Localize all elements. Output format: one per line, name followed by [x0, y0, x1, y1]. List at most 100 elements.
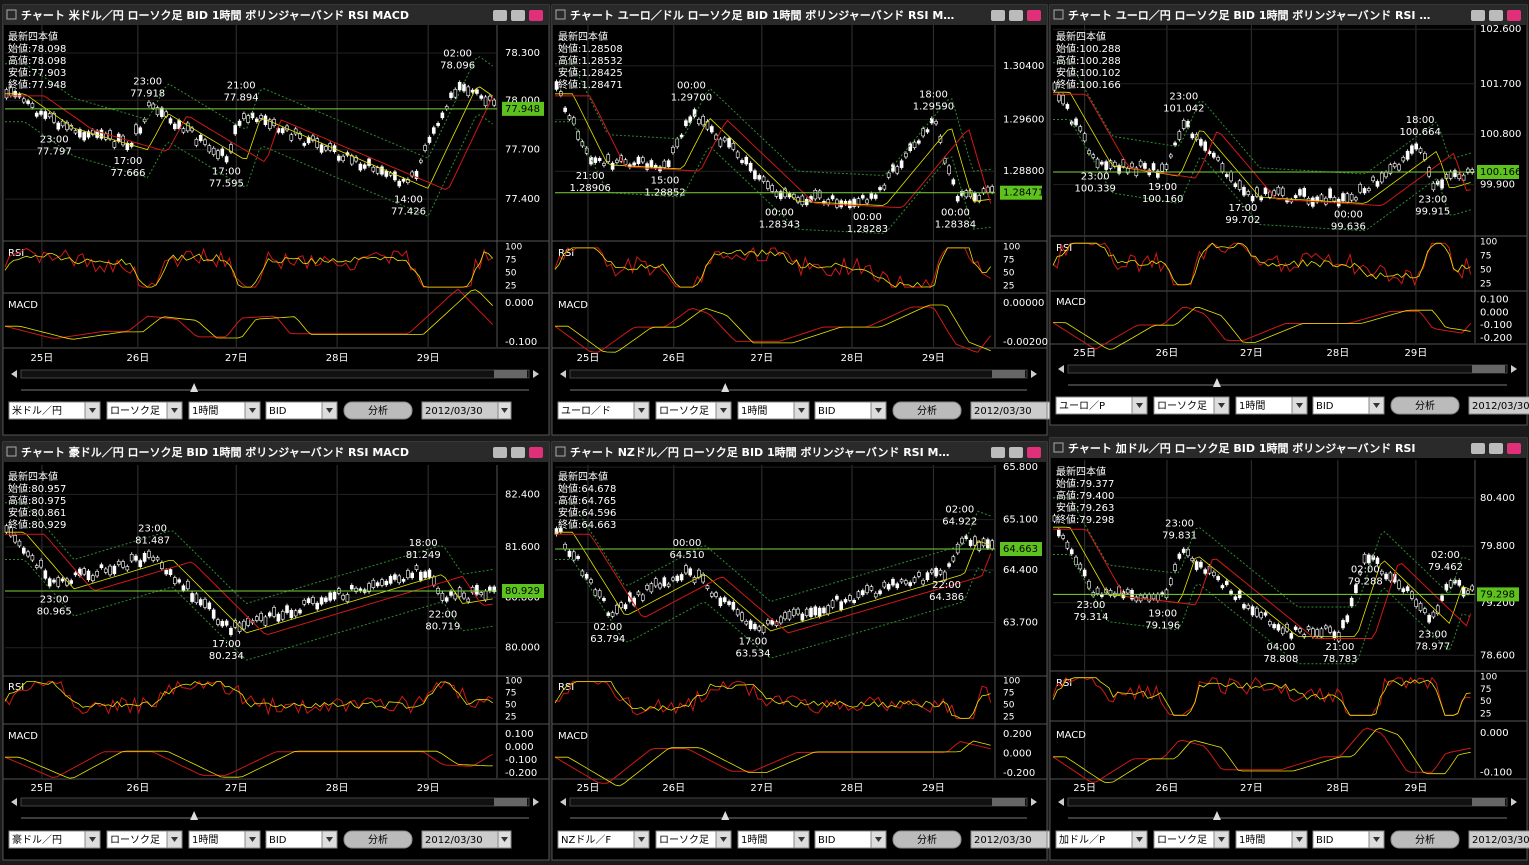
- scroll-thumb[interactable]: [992, 370, 1025, 378]
- candle: [1065, 104, 1070, 109]
- maximize-button[interactable]: [1009, 10, 1023, 21]
- close-button[interactable]: [1027, 10, 1041, 21]
- close-button[interactable]: [529, 447, 543, 458]
- candle: [697, 569, 701, 578]
- scroll-right[interactable]: [1511, 798, 1517, 806]
- candle: [315, 138, 320, 148]
- annotation-time: 00:00: [677, 81, 706, 92]
- candle: [1367, 188, 1371, 192]
- candle: [852, 198, 856, 207]
- zoom-handle[interactable]: [190, 811, 199, 820]
- pair-select-text: ユーロ／P: [1059, 400, 1105, 412]
- close-button[interactable]: [529, 10, 543, 21]
- scroll-thumb[interactable]: [494, 798, 527, 806]
- candle: [1276, 624, 1281, 631]
- zoom-handle[interactable]: [721, 383, 730, 392]
- rsi-tick: 75: [505, 255, 516, 265]
- rsi-tick: 50: [1003, 701, 1015, 711]
- annotation-time: 02:00: [593, 622, 622, 633]
- scroll-thumb[interactable]: [494, 370, 527, 378]
- analysis-button[interactable]: [1390, 830, 1460, 849]
- scroll-right[interactable]: [1511, 365, 1517, 373]
- minimize-button[interactable]: [493, 10, 507, 21]
- candle: [470, 89, 475, 93]
- annotation-time: 17:00: [114, 156, 143, 167]
- candle: [384, 580, 389, 586]
- candle: [121, 135, 125, 146]
- analysis-button[interactable]: [1390, 396, 1460, 415]
- scroll-left[interactable]: [560, 370, 566, 378]
- maximize-button[interactable]: [1009, 447, 1023, 458]
- candle: [168, 118, 173, 124]
- maximize-button[interactable]: [511, 10, 525, 21]
- interval-select-text: 1時間: [741, 834, 767, 846]
- close-button[interactable]: [1507, 443, 1521, 454]
- analysis-button[interactable]: [343, 401, 413, 420]
- scroll-thumb[interactable]: [992, 798, 1025, 806]
- analysis-button[interactable]: [892, 830, 962, 849]
- candle: [17, 540, 22, 547]
- scroll-right[interactable]: [533, 370, 539, 378]
- zoom-handle[interactable]: [190, 383, 199, 392]
- minimize-button[interactable]: [991, 10, 1005, 21]
- candle: [332, 591, 337, 600]
- minimize-button[interactable]: [493, 447, 507, 458]
- scroll-left[interactable]: [1058, 365, 1064, 373]
- analysis-button[interactable]: [892, 401, 962, 420]
- candle: [462, 83, 466, 92]
- candle: [1224, 580, 1229, 585]
- scroll-left[interactable]: [11, 798, 17, 806]
- candle: [632, 162, 636, 166]
- minimize-button[interactable]: [1471, 10, 1485, 21]
- zoom-handle[interactable]: [1212, 378, 1221, 387]
- date-field[interactable]: [1468, 396, 1529, 415]
- candle: [1151, 594, 1156, 600]
- scroll-left[interactable]: [1058, 798, 1064, 806]
- current-price-tag: [1000, 185, 1042, 200]
- candle: [1147, 594, 1152, 602]
- maximize-button[interactable]: [1489, 10, 1503, 21]
- candle: [791, 608, 796, 616]
- rsi-tick: 75: [1480, 251, 1491, 261]
- maximize-button[interactable]: [1489, 443, 1503, 454]
- candle: [457, 587, 462, 598]
- annotation-price: 79.831: [1162, 530, 1197, 541]
- ohlc-line: 高値:64.765: [558, 494, 616, 507]
- scroll-thumb[interactable]: [1472, 365, 1505, 373]
- price-tick: 79.200: [1480, 598, 1515, 609]
- candle: [216, 619, 220, 625]
- candle: [658, 583, 662, 589]
- candle: [796, 197, 800, 203]
- minimize-button[interactable]: [1471, 443, 1485, 454]
- scroll-right[interactable]: [1031, 798, 1037, 806]
- zoom-handle[interactable]: [1212, 811, 1221, 820]
- close-button[interactable]: [1027, 447, 1041, 458]
- candle: [912, 141, 917, 149]
- side-select-arrow: [326, 837, 333, 842]
- scroll-right[interactable]: [1031, 370, 1037, 378]
- candle: [1057, 94, 1061, 102]
- side-select-arrow: [326, 408, 333, 413]
- analysis-button[interactable]: [343, 830, 413, 849]
- scroll-thumb[interactable]: [1472, 798, 1505, 806]
- candle: [142, 118, 147, 123]
- candle: [830, 600, 835, 608]
- maximize-button[interactable]: [511, 447, 525, 458]
- candle: [224, 156, 229, 163]
- scroll-right[interactable]: [533, 798, 539, 806]
- candle: [371, 579, 376, 588]
- scroll-left[interactable]: [560, 798, 566, 806]
- date-field[interactable]: [1468, 830, 1529, 849]
- price-tick: 79.800: [1480, 541, 1515, 552]
- scroll-left[interactable]: [11, 370, 17, 378]
- minimize-button[interactable]: [991, 447, 1005, 458]
- candle: [645, 585, 649, 590]
- close-button[interactable]: [1507, 10, 1521, 21]
- price-tick: 65.100: [1003, 515, 1038, 526]
- candle: [280, 611, 285, 620]
- candle: [155, 557, 160, 561]
- pair-select-text: NZドル／F: [561, 834, 611, 846]
- zoom-handle[interactable]: [721, 811, 730, 820]
- candle: [380, 579, 384, 586]
- macd-tick: -0.200: [1003, 768, 1035, 779]
